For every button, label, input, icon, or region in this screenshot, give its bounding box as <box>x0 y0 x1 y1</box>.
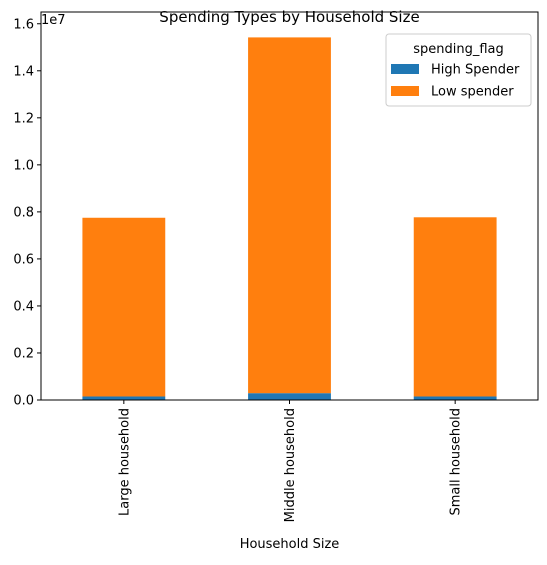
x-tick-label: Middle household <box>283 408 298 522</box>
y-scale-label: 1e7 <box>41 13 66 28</box>
x-tick-label: Small household <box>449 408 464 516</box>
legend-label-high-spender: High Spender <box>431 63 520 78</box>
bar-low-spender-large-household <box>82 218 165 397</box>
y-tick-label: 1.0 <box>13 158 34 173</box>
bar-low-spender-small-household <box>414 217 497 396</box>
bar-low-spender-middle-household <box>248 37 331 393</box>
bar-high-spender-small-household <box>414 396 497 400</box>
y-tick-label: 0.2 <box>13 346 34 361</box>
y-tick-label: 1.6 <box>13 17 34 32</box>
y-tick-label: 1.4 <box>13 64 34 79</box>
y-axis: 0.0 0.2 0.4 0.6 0.8 1.0 1.2 1.4 1.6 <box>13 17 41 408</box>
legend-swatch-high-spender <box>391 64 419 74</box>
y-tick-label: 0.6 <box>13 252 34 267</box>
x-axis: Large household Middle household Small hou… <box>117 400 463 522</box>
x-tick-label: Large household <box>117 408 132 516</box>
legend: spending_flag High Spender Low spender <box>386 34 531 106</box>
y-tick-label: 0.4 <box>13 299 34 314</box>
bar-high-spender-middle-household <box>248 393 331 400</box>
y-tick-label: 0.8 <box>13 205 34 220</box>
legend-title: spending_flag <box>413 42 504 57</box>
y-tick-label: 1.2 <box>13 111 34 126</box>
y-tick-label: 0.0 <box>13 394 34 409</box>
x-axis-label: Household Size <box>240 537 340 552</box>
legend-swatch-low-spender <box>391 86 419 96</box>
bar-high-spender-large-household <box>82 396 165 400</box>
legend-label-low-spender: Low spender <box>431 85 514 100</box>
chart-title: Spending Types by Household Size <box>159 8 419 26</box>
